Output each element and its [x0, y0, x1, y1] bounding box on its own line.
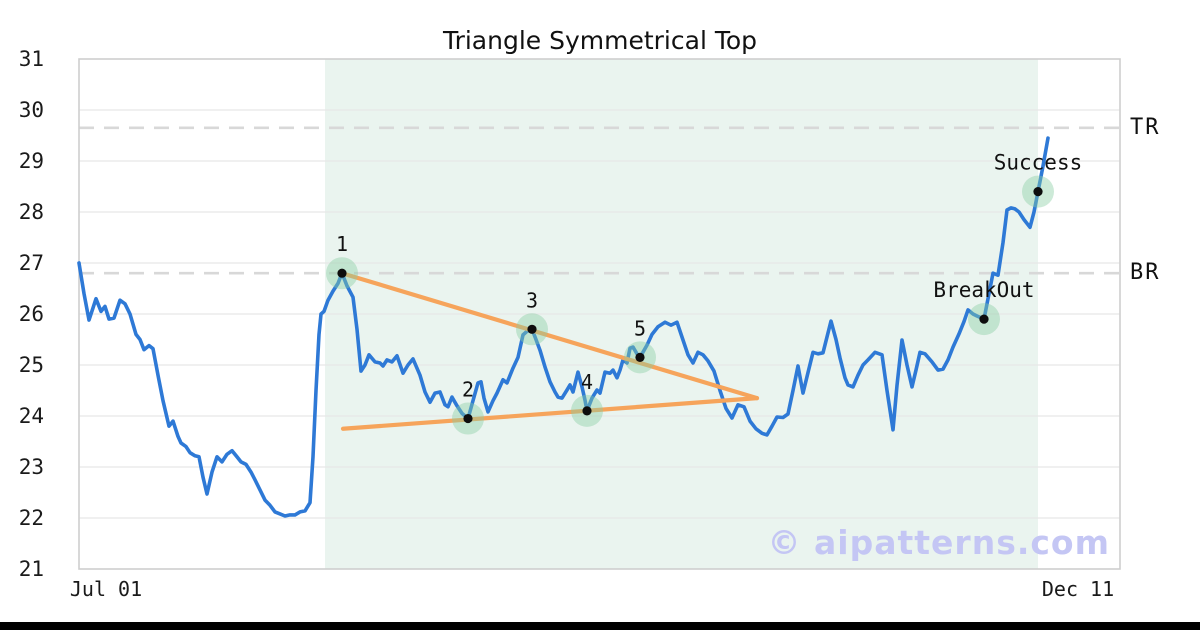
y-tick-label: 28 [18, 199, 44, 224]
marker-label-4: 4 [581, 370, 593, 394]
marker-label-breakout: BreakOut [933, 278, 1034, 302]
x-tick-label: Dec 11 [1041, 577, 1115, 601]
y-tick-label: 31 [18, 46, 44, 71]
y-tick-label: 21 [18, 556, 44, 581]
price-line [77, 136, 1050, 518]
marker-label-1: 1 [336, 232, 348, 256]
watermark: © aipatterns.com [767, 523, 1110, 562]
marker-label-2: 2 [462, 378, 474, 402]
bottom-bar [0, 622, 1200, 630]
marker-dot [979, 314, 989, 324]
chart-title: Triangle Symmetrical Top [442, 26, 758, 55]
y-tick-label: 27 [18, 250, 44, 275]
y-tick-label: 30 [18, 97, 44, 122]
marker-dot [582, 406, 592, 416]
y-tick-label: 25 [18, 352, 44, 377]
marker-dot [337, 268, 347, 278]
x-tick-label: Jul 01 [69, 577, 143, 601]
marker-dot [527, 324, 537, 334]
marker-dot [463, 413, 473, 424]
lower-trendline [340, 396, 760, 431]
y-tick-label: 22 [18, 505, 44, 530]
marker-dot [1033, 187, 1043, 197]
y-tick-label: 23 [18, 454, 44, 479]
marker-dot [635, 352, 645, 362]
y-tick-label: 24 [18, 403, 44, 428]
level-label-br: BR [1130, 260, 1161, 286]
y-tick-label: 26 [18, 301, 44, 326]
level-label-tr: TR [1130, 114, 1161, 140]
marker-label-success: Success [994, 151, 1083, 175]
upper-trendline [339, 271, 760, 401]
plot-border [78, 58, 1121, 570]
y-tick-label: 29 [18, 148, 44, 173]
marker-label-5: 5 [634, 316, 646, 340]
marker-label-3: 3 [526, 288, 538, 312]
